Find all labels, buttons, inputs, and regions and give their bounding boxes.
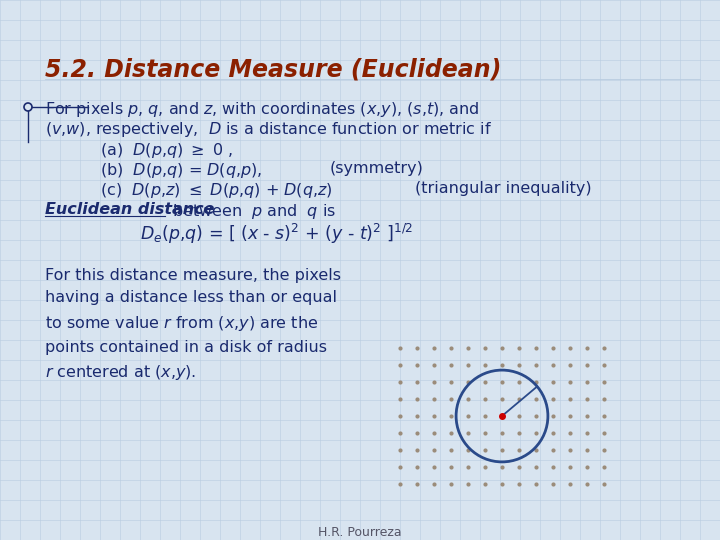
Text: (symmetry): (symmetry) [330,161,424,176]
Text: $D_e$($p$,$q$) = [ ($x$ - $s$)$^2$ + ($y$ - $t$)$^2$ ]$^{1/2}$: $D_e$($p$,$q$) = [ ($x$ - $s$)$^2$ + ($y… [140,222,413,246]
Text: (triangular inequality): (triangular inequality) [415,181,592,196]
Text: H.R. Pourreza: H.R. Pourreza [318,526,402,539]
Text: (a)  $D$($p$,$q$) $\geq$ 0 ,: (a) $D$($p$,$q$) $\geq$ 0 , [100,141,233,160]
Text: Euclidean distance: Euclidean distance [45,202,215,217]
Text: For this distance measure, the pixels
having a distance less than or equal
to so: For this distance measure, the pixels ha… [45,268,341,382]
Text: 5.2. Distance Measure (Euclidean): 5.2. Distance Measure (Euclidean) [45,57,501,81]
Text: between  $p$ and  $q$ is: between $p$ and $q$ is [167,202,336,221]
Text: ($v$,$w$), respectively,  $D$ is a distance function or metric if: ($v$,$w$), respectively, $D$ is a distan… [45,120,492,139]
Text: (b)  $D$($p$,$q$) = $D$($q$,$p$),: (b) $D$($p$,$q$) = $D$($q$,$p$), [100,161,262,180]
Text: For pixels $p$, $q$, and $z$, with coordinates ($x$,$y$), ($s$,$t$), and: For pixels $p$, $q$, and $z$, with coord… [45,100,480,119]
Text: (c)  $D$($p$,$z$) $\leq$ $D$($p$,$q$) + $D$($q$,$z$): (c) $D$($p$,$z$) $\leq$ $D$($p$,$q$) + $… [100,181,333,200]
